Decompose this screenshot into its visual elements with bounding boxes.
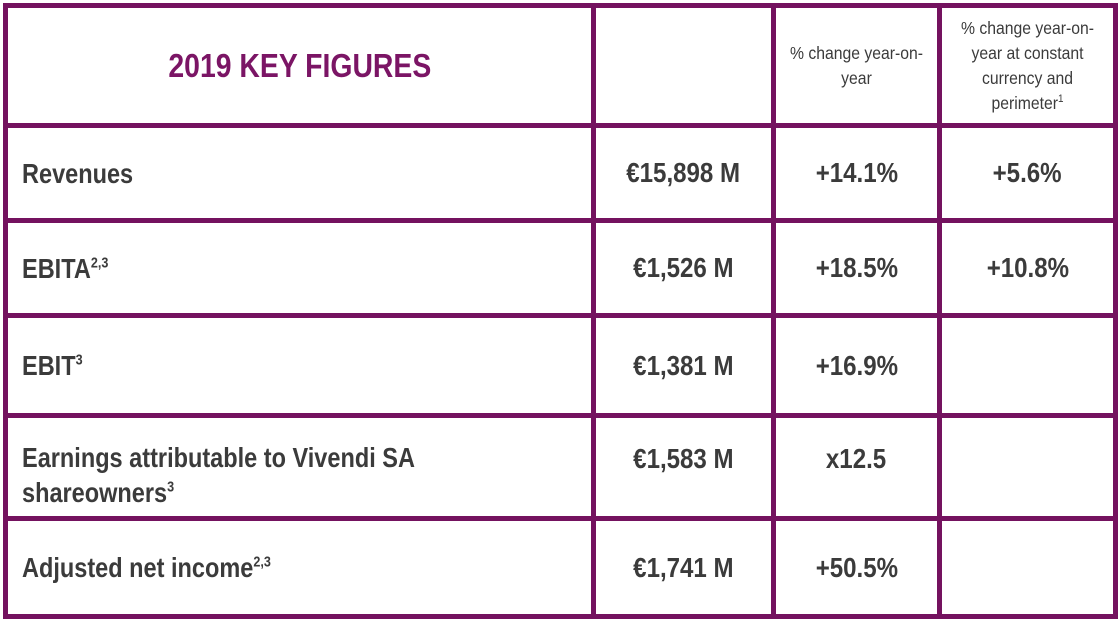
table-row: EBIT3 €1,381 M +16.9%: [3, 313, 1118, 418]
value-header-cell: [591, 3, 776, 128]
key-figures-table: 2019 KEY FIGURES % change year-on-year %…: [3, 3, 1118, 619]
row-value: €1,741 M: [633, 551, 734, 583]
row-label-cell: Adjusted net income2,3: [3, 516, 596, 619]
row-constant: +5.6%: [993, 157, 1062, 188]
row-yoy: +50.5%: [815, 551, 898, 583]
row-constant-cell: +10.8%: [937, 218, 1118, 318]
row-label-cell: EBITA2,3: [3, 218, 596, 318]
row-yoy-cell: +14.1%: [771, 123, 942, 223]
table-row: Adjusted net income2,3 €1,741 M +50.5%: [3, 516, 1118, 619]
header-row: 2019 KEY FIGURES % change year-on-year %…: [3, 3, 1118, 128]
row-yoy-cell: +18.5%: [771, 218, 942, 318]
row-value: €1,526 M: [633, 252, 734, 283]
row-value-cell: €1,583 M: [591, 413, 776, 521]
row-footnote: 2,3: [90, 254, 109, 272]
row-yoy-cell: +16.9%: [771, 313, 942, 418]
yoy-header: % change year-on-year: [789, 42, 924, 88]
row-yoy: +14.1%: [815, 157, 898, 188]
table-row: Revenues €15,898 M +14.1% +5.6%: [3, 123, 1118, 223]
constant-header: % change year-on-year at constant curren…: [960, 17, 1095, 113]
row-label-cell: Earnings attributable to Vivendi SA shar…: [3, 413, 596, 521]
row-label: EBITA: [22, 252, 91, 284]
row-constant-cell: [937, 516, 1118, 619]
yoy-header-cell: % change year-on-year: [771, 3, 942, 128]
row-value-cell: €1,741 M: [591, 516, 776, 619]
table-row: EBITA2,3 €1,526 M +18.5% +10.8%: [3, 218, 1118, 318]
row-constant-cell: +5.6%: [937, 123, 1118, 223]
row-yoy-cell: +50.5%: [771, 516, 942, 619]
row-value-cell: €1,526 M: [591, 218, 776, 318]
row-yoy: x12.5: [826, 443, 887, 474]
row-label: EBIT: [22, 350, 76, 381]
row-yoy-cell: x12.5: [771, 413, 942, 521]
row-constant-cell: [937, 413, 1118, 521]
row-label-cell: Revenues: [3, 123, 596, 223]
table-row: Earnings attributable to Vivendi SA shar…: [3, 413, 1118, 521]
row-yoy: +18.5%: [815, 252, 898, 283]
table-title: 2019 KEY FIGURES: [168, 46, 431, 84]
title-cell: 2019 KEY FIGURES: [3, 3, 596, 128]
row-label: Revenues: [22, 157, 134, 189]
row-footnote: 3: [167, 478, 175, 496]
row-label: Earnings attributable to Vivendi SA shar…: [22, 442, 415, 508]
row-constant-cell: [937, 313, 1118, 418]
row-footnote: 2,3: [253, 553, 271, 571]
row-label-cell: EBIT3: [3, 313, 596, 418]
row-value: €1,381 M: [633, 349, 734, 381]
row-value: €15,898 M: [626, 157, 741, 188]
row-constant: +10.8%: [986, 252, 1069, 283]
constant-header-footnote: 1: [1058, 92, 1064, 105]
row-label: Adjusted net income: [22, 552, 254, 583]
row-value-cell: €15,898 M: [591, 123, 776, 223]
row-value-cell: €1,381 M: [591, 313, 776, 418]
constant-header-cell: % change year-on-year at constant curren…: [937, 3, 1118, 128]
row-footnote: 3: [75, 351, 83, 369]
row-value: €1,583 M: [633, 443, 734, 474]
row-yoy: +16.9%: [815, 349, 898, 381]
